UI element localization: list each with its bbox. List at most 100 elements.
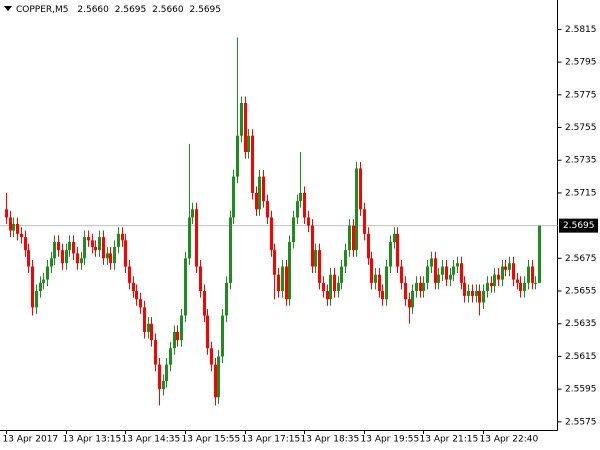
candle-body: [486, 282, 489, 292]
candle-body: [411, 291, 414, 308]
candle-body: [139, 299, 142, 308]
candle-body: [363, 209, 366, 234]
candle-body: [106, 253, 109, 259]
candle-body: [162, 380, 165, 390]
candle-body: [65, 250, 68, 264]
candle-body: [180, 315, 183, 341]
candle-body: [460, 263, 463, 283]
candle-body: [437, 274, 440, 283]
x-tick-label: 13 Apr 21:15: [420, 435, 479, 445]
candle-body: [478, 291, 481, 303]
candle-body: [475, 291, 478, 296]
header-open: 2.5660: [77, 5, 109, 15]
candle-body: [352, 225, 355, 251]
candle-body: [203, 291, 206, 316]
candle-body: [12, 223, 15, 231]
candle-body: [72, 241, 75, 254]
candle-body: [147, 323, 150, 332]
x-tick-label: 13 Apr 15:55: [182, 435, 241, 445]
candle-body: [501, 266, 504, 280]
candle-body: [355, 168, 358, 251]
candle-body: [396, 233, 399, 267]
candle-body: [16, 223, 19, 234]
candle-body: [258, 176, 261, 210]
candle-body: [221, 315, 224, 357]
candle-body: [158, 364, 161, 390]
candle-body: [184, 258, 187, 316]
candle-body: [31, 266, 34, 308]
candle-body: [35, 291, 38, 308]
y-tick-label: 2.5575: [565, 417, 597, 427]
candle-body: [281, 266, 284, 292]
candle-body: [236, 135, 239, 177]
candle-body: [124, 240, 127, 267]
candle-body: [61, 250, 64, 264]
candle-body: [266, 201, 269, 218]
candle-body: [296, 201, 299, 218]
candle-body: [154, 340, 157, 365]
candle-body: [273, 250, 276, 275]
candle-body: [359, 168, 362, 210]
candle-body: [408, 299, 411, 308]
candle-body: [531, 266, 534, 283]
candle-body: [229, 217, 232, 283]
menu-arrow[interactable]: [4, 6, 12, 11]
candle-body: [326, 291, 329, 300]
candle-body: [422, 282, 425, 292]
candle-body: [94, 246, 97, 251]
candle-body: [512, 263, 515, 280]
y-tick-label: 2.5715: [565, 188, 597, 198]
candle-body: [508, 263, 511, 270]
y-tick-label: 2.5795: [565, 58, 597, 68]
candle-body: [322, 282, 325, 292]
current-price-label: 2.5695: [563, 221, 595, 231]
x-tick-label: 13 Apr 22:40: [480, 435, 539, 445]
candle-body: [217, 356, 220, 398]
header-close: 2.5695: [190, 5, 222, 15]
candle-body: [419, 282, 422, 292]
candle-body: [240, 103, 243, 136]
candle-body: [68, 241, 71, 251]
candle-body: [57, 241, 60, 251]
candle-body: [80, 258, 83, 264]
candle-body: [333, 274, 336, 292]
candle-body: [497, 274, 500, 280]
candle-body: [113, 246, 116, 264]
candle-body: [9, 217, 12, 231]
candle-body: [340, 266, 343, 283]
candle-body: [199, 266, 202, 292]
candle-body: [490, 282, 493, 287]
x-tick-label: 13 Apr 2017: [3, 435, 59, 445]
candle-body: [434, 258, 437, 283]
candle-body: [117, 233, 120, 247]
candle-body: [482, 291, 485, 303]
candle-body: [329, 274, 332, 300]
candle-body: [132, 282, 135, 292]
candle-body: [348, 225, 351, 251]
candle-body: [314, 250, 317, 267]
candle-body: [165, 364, 168, 381]
candle-body: [188, 217, 191, 259]
candle-body: [42, 279, 45, 283]
candle-body: [400, 266, 403, 283]
candle-body: [463, 282, 466, 296]
y-tick-label: 2.5675: [565, 254, 597, 264]
candle-body: [318, 250, 321, 283]
x-tick-label: 13 Apr 13:15: [63, 435, 122, 445]
candle-body: [128, 266, 131, 283]
candle-body: [441, 266, 444, 275]
candle-body: [24, 237, 27, 251]
candle-body: [210, 348, 213, 365]
symbol: COPPER,M5: [16, 5, 69, 15]
candle-body: [232, 176, 235, 218]
candle-body: [452, 266, 455, 275]
candle-body: [337, 282, 340, 292]
candle-body: [456, 263, 459, 267]
candle-body: [303, 192, 306, 218]
candle-body: [247, 135, 250, 153]
x-tick-label: 13 Apr 19:55: [361, 435, 420, 445]
candle-body: [27, 250, 30, 267]
candle-body: [285, 266, 288, 300]
candle-body: [288, 241, 291, 300]
